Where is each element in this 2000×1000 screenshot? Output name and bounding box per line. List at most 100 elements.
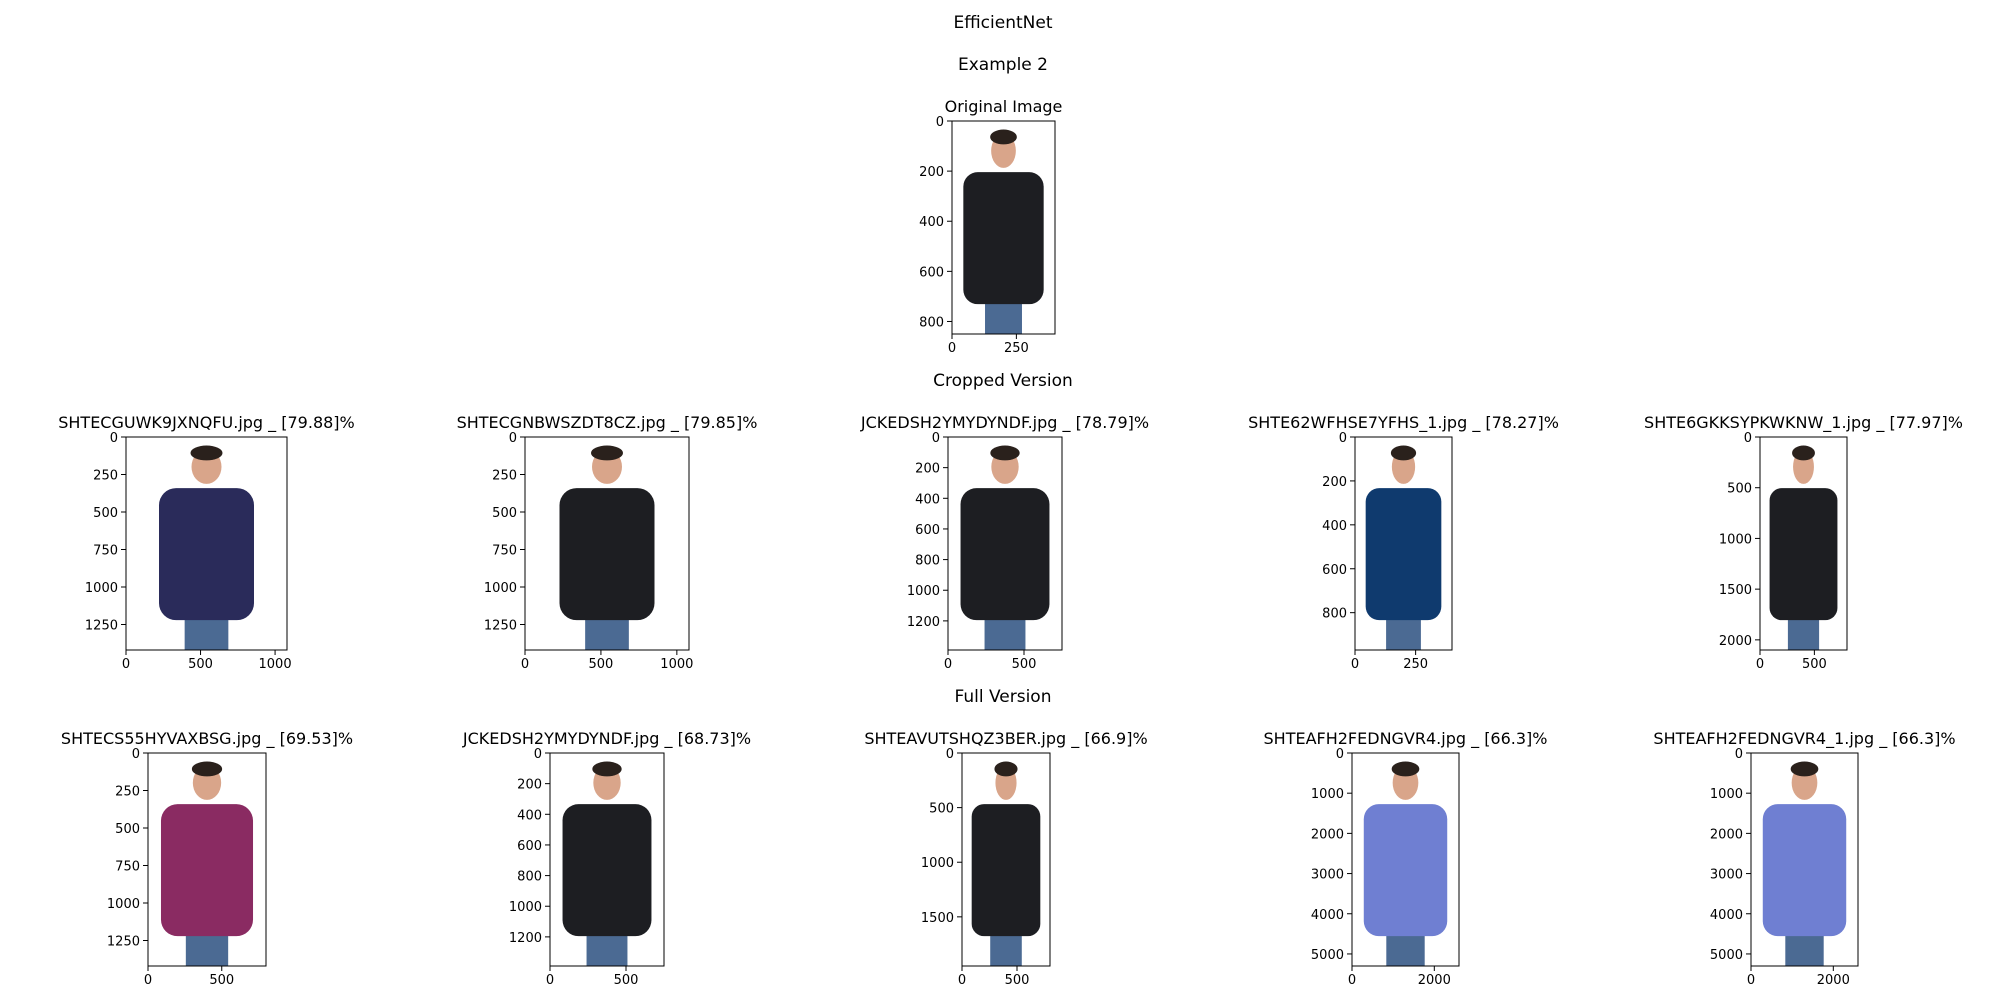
x-tick-label: 500 (1802, 657, 1827, 672)
panel-title: Original Image (945, 97, 1063, 116)
product-photo (1352, 753, 1459, 966)
panel-title: SHTECS55HYVAXBSG.jpg _ [69.53]% (61, 729, 353, 749)
x-tick-label: 0 (521, 657, 529, 672)
y-tick-label: 500 (492, 506, 517, 521)
x-tick-label: 500 (614, 973, 639, 988)
panel-title: SHTEAFH2FEDNGVR4_1.jpg _ [66.3]% (1653, 729, 1955, 749)
y-tick-label: 4000 (1710, 908, 1743, 923)
y-tick-label: 400 (517, 808, 542, 823)
y-tick-label: 800 (919, 315, 944, 330)
y-tick-label: 600 (1322, 563, 1347, 578)
axes-frame (524, 436, 690, 651)
y-tick-label: 3000 (1710, 868, 1743, 883)
cropped-version-heading: Cropped Version (933, 371, 1073, 391)
product-photo (1760, 437, 1847, 650)
shirt-shape (562, 804, 652, 937)
y-tick-label: 0 (132, 747, 140, 762)
y-tick-label: 800 (915, 554, 940, 569)
hair-shape (190, 445, 223, 461)
shirt-shape (960, 488, 1050, 621)
y-tick-label: 1000 (1719, 532, 1752, 547)
y-tick-label: 750 (115, 860, 140, 875)
y-tick-label: 750 (492, 544, 517, 559)
y-tick-label: 800 (1322, 607, 1347, 622)
y-tick-label: 0 (946, 747, 954, 762)
axes-frame (147, 752, 267, 967)
panel-title: SHTE62WFHSE7YFHS_1.jpg _ [78.27]% (1248, 413, 1559, 433)
x-tick-label: 0 (948, 341, 956, 356)
hair-shape (1790, 761, 1819, 777)
image-panel: SHTECGNBWSZDT8CZ.jpg _ [79.85]%0 500 10000… (457, 413, 758, 672)
y-tick-label: 0 (509, 431, 517, 446)
shirt-shape (1363, 804, 1448, 937)
hair-shape (191, 761, 223, 777)
x-tick-label: 250 (1004, 341, 1029, 356)
x-tick-label: 250 (1403, 657, 1428, 672)
y-tick-label: 1000 (107, 897, 140, 912)
axes-frame (1354, 436, 1453, 651)
y-tick-label: 1000 (484, 581, 517, 596)
y-tick-label: 600 (517, 839, 542, 854)
x-tick-label: 2000 (1418, 973, 1451, 988)
y-tick-label: 200 (1322, 475, 1347, 490)
y-tick-label: 1000 (85, 581, 118, 596)
y-tick-label: 250 (492, 469, 517, 484)
x-tick-label: 0 (944, 657, 952, 672)
y-tick-label: 2000 (1311, 827, 1344, 842)
image-panel: SHTE6GKKSYPKWKNW_1.jpg _ [77.97]%0 500050… (1644, 413, 1963, 672)
y-tick-label: 5000 (1710, 948, 1743, 963)
product-photo (962, 753, 1050, 966)
x-tick-label: 0 (1747, 973, 1755, 988)
image-panel: SHTECGUWK9JXNQFU.jpg _ [79.88]%0 500 10000… (58, 413, 355, 672)
panel-title: JCKEDSH2YMYDYNDF.jpg _ [78.79]% (860, 413, 1149, 433)
y-tick-label: 0 (936, 115, 944, 130)
y-tick-label: 400 (915, 492, 940, 507)
y-tick-label: 500 (93, 506, 118, 521)
y-tick-label: 1250 (484, 619, 517, 634)
hair-shape (990, 129, 1017, 145)
shirt-shape (1762, 804, 1847, 937)
y-tick-label: 1000 (907, 584, 940, 599)
figure-title: EfficientNet (954, 13, 1053, 33)
shirt-shape (160, 804, 254, 937)
image-panel: JCKEDSH2YMYDYNDF.jpg _ [68.73]%0 50002004… (462, 729, 751, 988)
hair-shape (1792, 445, 1815, 461)
x-tick-label: 500 (188, 657, 213, 672)
y-tick-label: 500 (929, 802, 954, 817)
x-tick-label: 0 (958, 973, 966, 988)
product-photo (148, 753, 266, 966)
x-tick-label: 1000 (259, 657, 292, 672)
y-tick-label: 0 (932, 431, 940, 446)
axes-frame (125, 436, 288, 651)
shirt-shape (1769, 488, 1838, 621)
product-photo (525, 437, 689, 650)
hair-shape (990, 445, 1020, 461)
x-tick-label: 500 (1005, 973, 1030, 988)
x-tick-label: 500 (209, 973, 234, 988)
y-tick-label: 200 (517, 778, 542, 793)
y-tick-label: 1250 (107, 935, 140, 950)
y-tick-label: 1200 (907, 615, 940, 630)
y-tick-label: 500 (1727, 482, 1752, 497)
x-tick-label: 0 (1348, 973, 1356, 988)
y-tick-label: 1500 (921, 911, 954, 926)
axes-frame (947, 436, 1063, 651)
image-panel: SHTEAFH2FEDNGVR4.jpg _ [66.3]%0 200001000… (1264, 729, 1548, 988)
image-panel: SHTEAVUTSHQZ3BER.jpg _ [66.9]%0 500050010… (864, 729, 1147, 988)
shirt-shape (559, 488, 655, 621)
y-tick-label: 400 (919, 215, 944, 230)
y-tick-label: 0 (1735, 747, 1743, 762)
x-tick-label: 0 (1756, 657, 1764, 672)
panel-title: SHTECGNBWSZDT8CZ.jpg _ [79.85]% (457, 413, 758, 433)
axes-frame (951, 120, 1056, 335)
full-version-heading: Full Version (955, 687, 1052, 707)
y-tick-label: 750 (93, 544, 118, 559)
x-tick-label: 0 (122, 657, 130, 672)
axes-frame (549, 752, 665, 967)
y-tick-label: 5000 (1311, 948, 1344, 963)
product-photo (948, 437, 1062, 650)
y-tick-label: 4000 (1311, 908, 1344, 923)
y-tick-label: 0 (534, 747, 542, 762)
shirt-shape (159, 488, 254, 621)
